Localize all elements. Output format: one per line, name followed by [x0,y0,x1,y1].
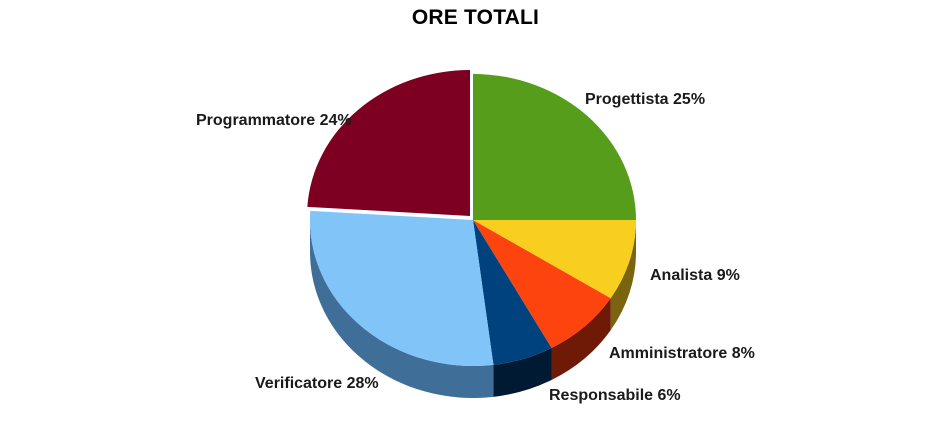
slice-label-progettista: Progettista 25% [585,91,705,108]
slice-label-responsabile: Responsabile 6% [549,387,681,404]
pie-side-verificatore [310,220,494,399]
pie-slices [307,70,636,367]
chart-title: ORE TOTALI [411,6,540,29]
pie-slice-analista [473,220,636,299]
pie-labels: Progettista 25% Analista 9% Amministratore… [196,91,755,404]
pie-side-amministratore [551,298,611,380]
pie-side-analista [610,220,636,331]
pie-slice-programmatore [307,70,470,216]
slice-label-analista: Analista 9% [650,267,740,284]
slice-label-amministratore: Amministratore 8% [609,345,755,362]
pie-side-responsabile [493,347,552,397]
pie-slice-progettista [473,74,636,220]
pie-depth [310,220,636,399]
slice-label-verificatore: Verificatore 28% [255,375,379,392]
pie-slice-responsabile [473,220,552,365]
pie-slice-amministratore [473,220,611,348]
slice-label-programmatore: Programmatore 24% [196,112,352,129]
pie-slice-verificatore [309,210,494,367]
